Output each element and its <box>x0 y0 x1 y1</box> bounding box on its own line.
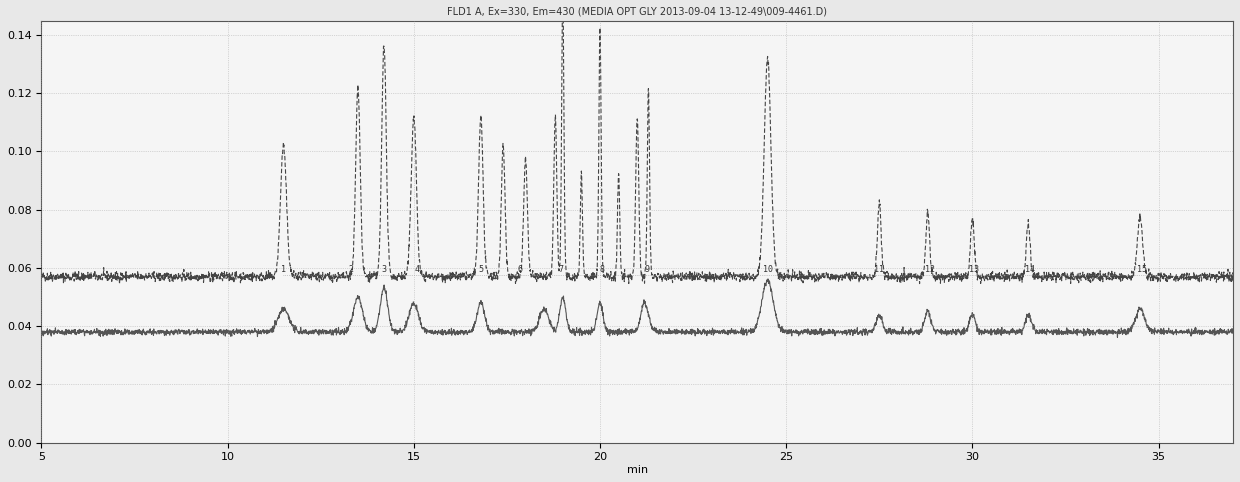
Text: 2: 2 <box>348 265 353 274</box>
Text: 10: 10 <box>763 265 773 274</box>
Title: FLD1 A, Ex=330, Em=430 (MEDIA OPT GLY 2013-09-04 13-12-49\009-4461.D): FLD1 A, Ex=330, Em=430 (MEDIA OPT GLY 20… <box>448 7 827 17</box>
Text: 9: 9 <box>644 265 649 274</box>
Text: 8: 8 <box>599 265 604 274</box>
X-axis label: min: min <box>626 465 647 475</box>
Text: 12: 12 <box>925 265 935 274</box>
Text: 15: 15 <box>1137 265 1147 274</box>
Text: 5: 5 <box>479 265 484 274</box>
Text: 14: 14 <box>1025 265 1035 274</box>
Text: 3: 3 <box>382 265 387 274</box>
Text: 4: 4 <box>415 265 420 274</box>
Text: 7: 7 <box>558 265 563 274</box>
Text: 6: 6 <box>517 265 522 274</box>
Text: 11: 11 <box>874 265 884 274</box>
Text: 1: 1 <box>281 265 286 274</box>
Text: 13: 13 <box>970 265 980 274</box>
